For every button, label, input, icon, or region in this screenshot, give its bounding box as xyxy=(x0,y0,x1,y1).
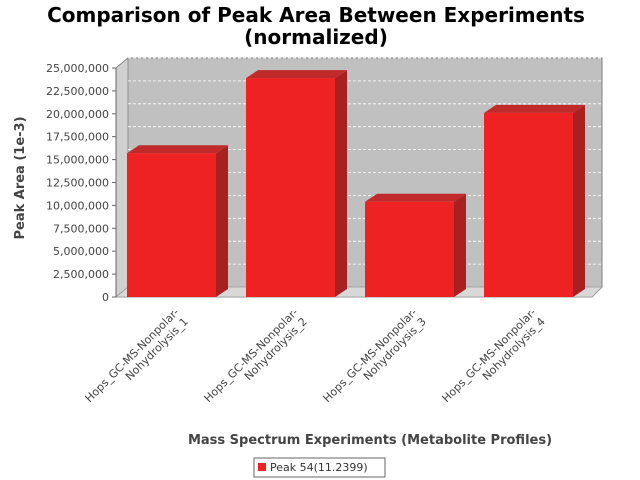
x-tick-label: Hops_GC-MS-Nonpolar-Nohydrolysis_4 xyxy=(440,306,548,414)
x-tick-label: Hops_GC-MS-Nonpolar-Nohydrolysis_1 xyxy=(83,306,191,414)
y-tick-label: 0 xyxy=(102,291,109,304)
legend-box xyxy=(253,457,386,478)
y-tick-label: 15,000,000 xyxy=(46,154,109,167)
plot-area: 0 2,500,000 5,000,000 7,500,000 10,000,000 12… xyxy=(46,57,603,414)
y-tick-label: 22,500,000 xyxy=(46,85,109,98)
legend-item-label: Peak 54(11.2399) xyxy=(270,461,368,474)
x-tick-label: Hops_GC-MS-Nonpolar-Nohydrolysis_3 xyxy=(321,306,429,414)
bar xyxy=(365,201,454,297)
legend-swatch xyxy=(258,463,266,471)
y-tick-label: 7,500,000 xyxy=(53,222,109,235)
y-tick-label: 20,000,000 xyxy=(46,108,109,121)
x-tick-label: Hops_GC-MS-Nonpolar-Nohydrolysis_2 xyxy=(202,306,310,414)
bar-side xyxy=(454,193,466,297)
chart-title-line1: Comparison of Peak Area Between Experime… xyxy=(47,3,585,27)
bar-top xyxy=(484,104,585,113)
x-tick-label-line: Hops_GC-MS-Nonpolar- xyxy=(440,306,539,405)
chart-title-line2: (normalized) xyxy=(244,25,388,49)
bar-side xyxy=(573,104,585,297)
y-tick-label: 17,500,000 xyxy=(46,131,109,144)
y-tick-label: 5,000,000 xyxy=(53,245,109,258)
x-tick-label-line: Hops_GC-MS-Nonpolar- xyxy=(202,306,301,405)
y-tick-label: 12,500,000 xyxy=(46,177,109,190)
x-axis-label: Mass Spectrum Experiments (Metabolite Pr… xyxy=(188,433,552,448)
bar-side xyxy=(335,70,347,298)
x-tick-label-line: Hops_GC-MS-Nonpolar- xyxy=(321,306,420,405)
y-tick-label: 2,500,000 xyxy=(53,268,109,281)
x-tick-label-line: Hops_GC-MS-Nonpolar- xyxy=(83,306,182,405)
y-tick-label: 10,000,000 xyxy=(46,199,109,212)
bar xyxy=(127,153,216,297)
bar-top xyxy=(127,145,228,154)
legend: Peak 54(11.2399) xyxy=(253,457,386,478)
bar xyxy=(484,112,573,297)
bar-side xyxy=(216,145,228,297)
plot-left-wall xyxy=(115,57,129,298)
y-tick-label: 25,000,000 xyxy=(46,62,109,75)
y-axis-label: Peak Area (1e-3) xyxy=(13,116,28,239)
bar xyxy=(246,78,335,298)
bar-top xyxy=(246,70,347,79)
bar-top xyxy=(365,193,466,202)
